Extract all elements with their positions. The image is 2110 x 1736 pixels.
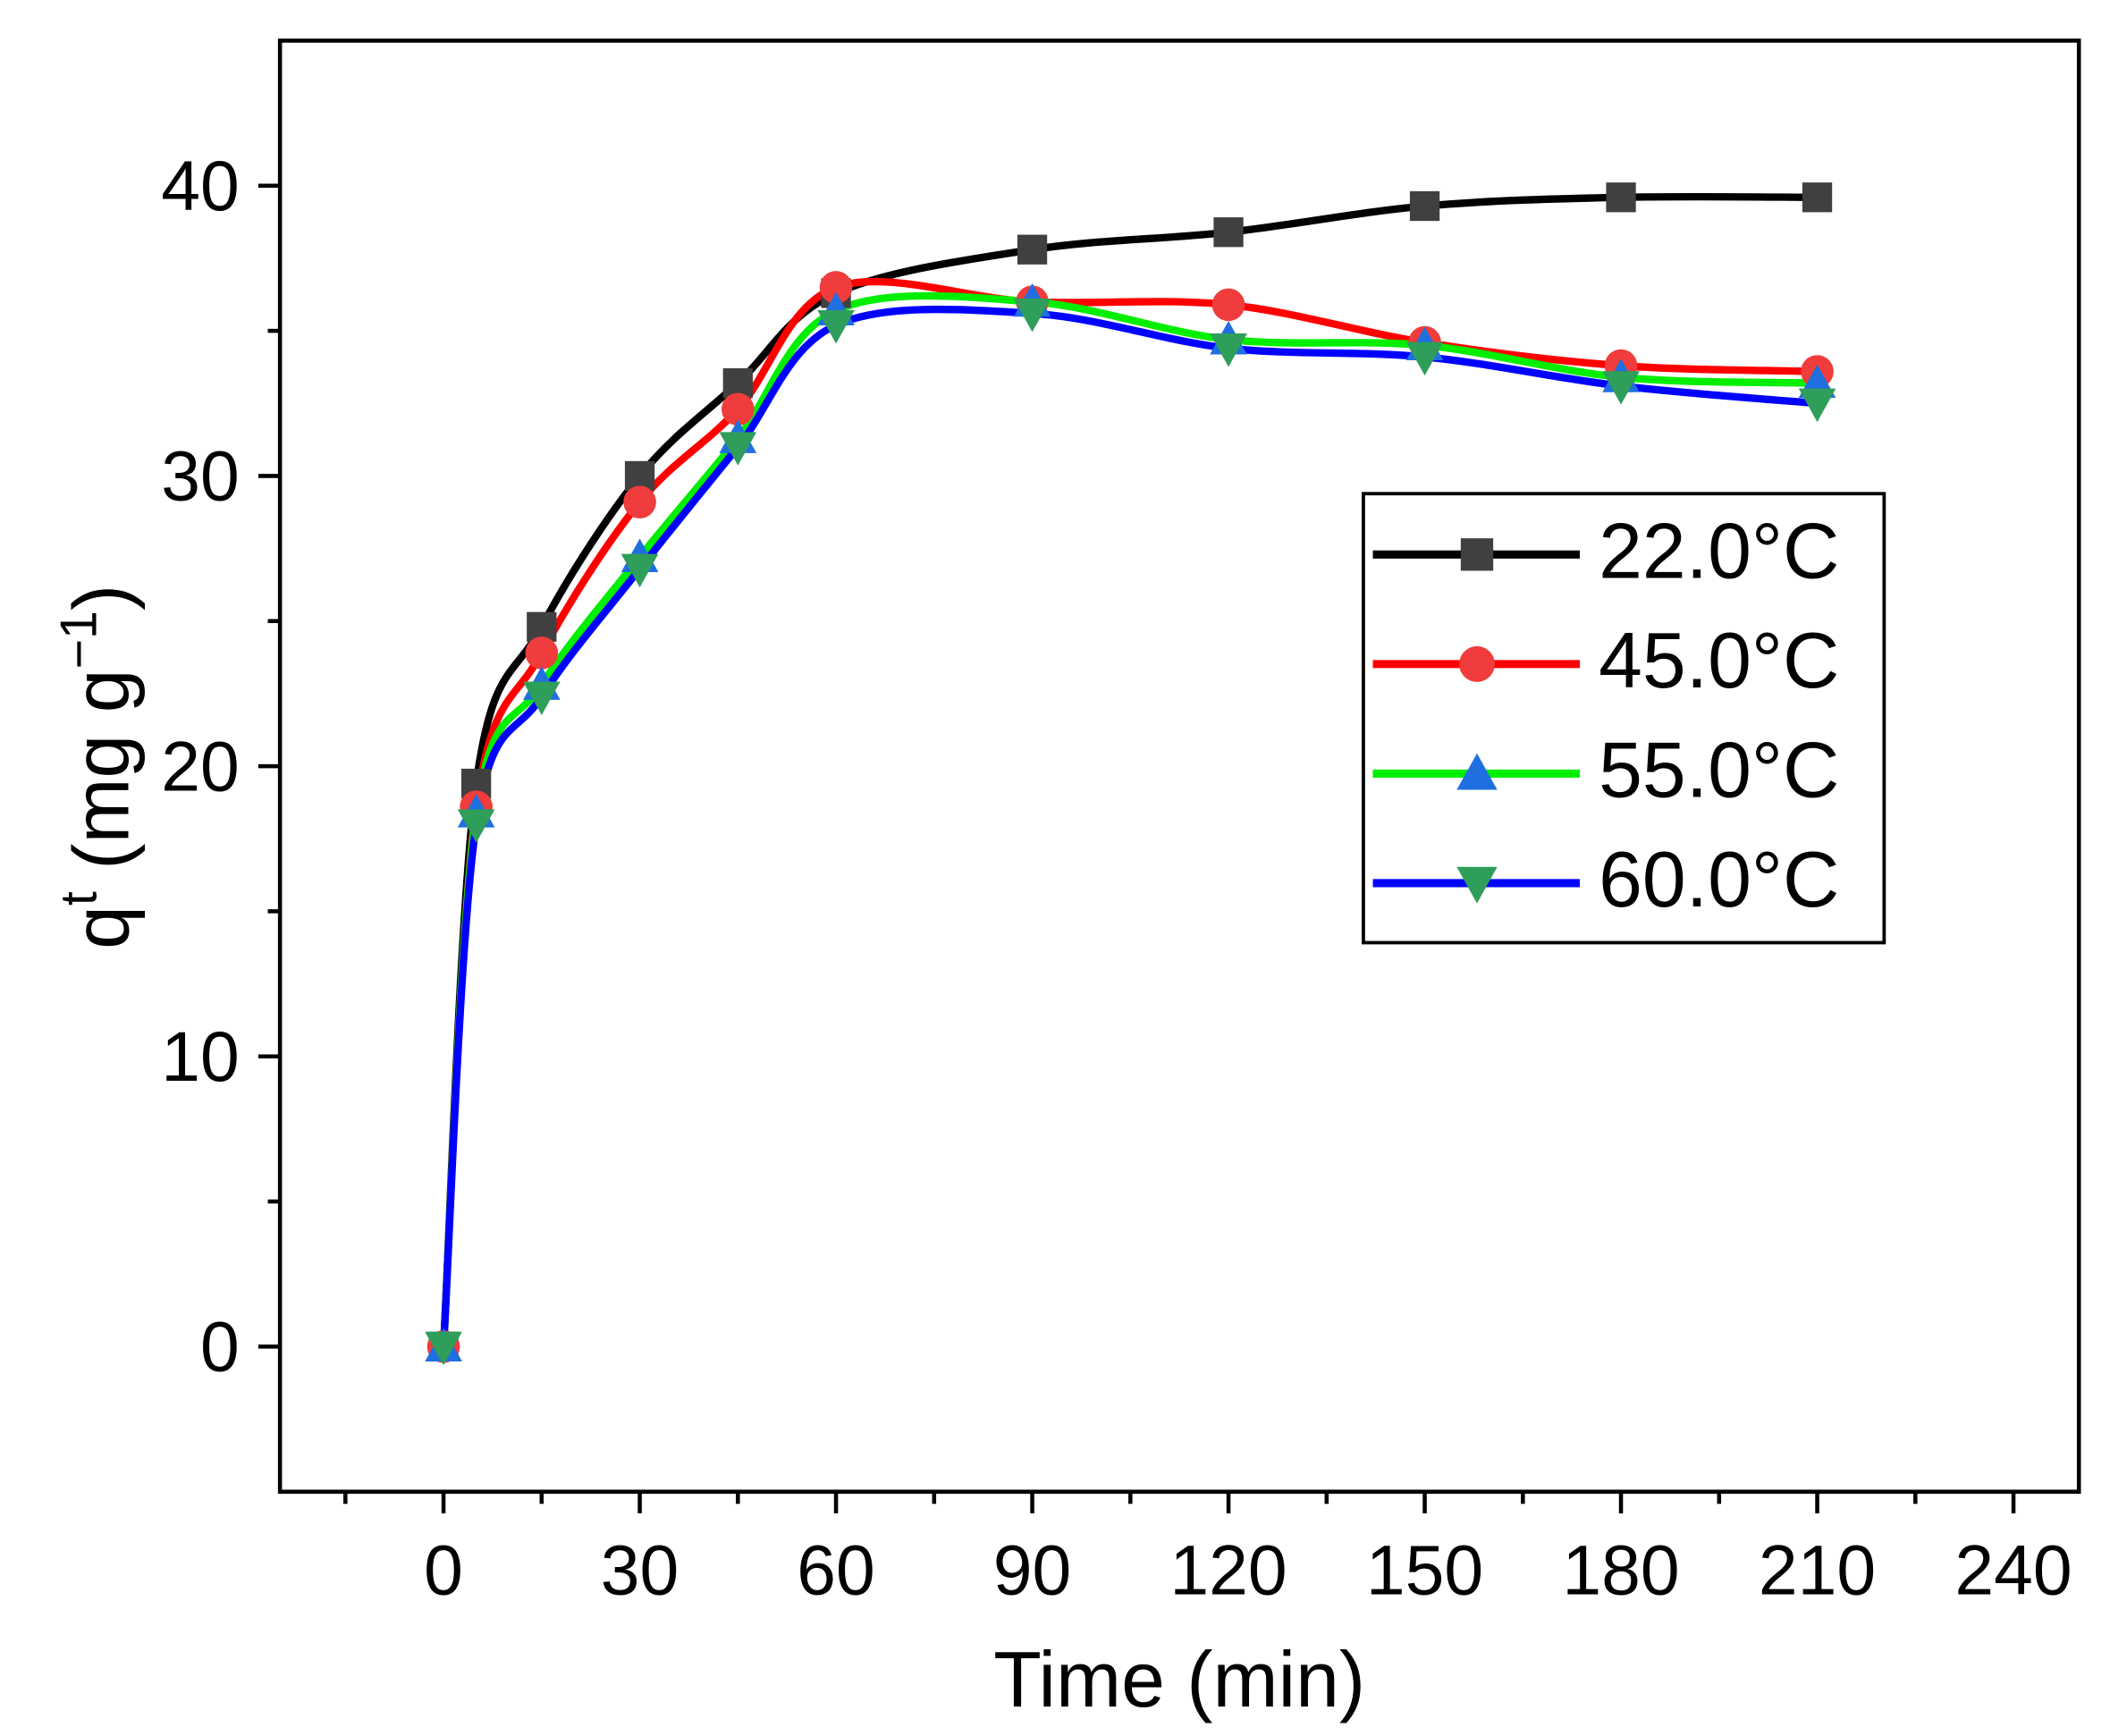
marker	[457, 809, 495, 843]
y-label-unit-sup: −1	[50, 611, 107, 670]
marker	[1456, 866, 1498, 904]
marker	[523, 681, 561, 715]
x-tick-label: 150	[1366, 1531, 1483, 1610]
legend-box	[1362, 492, 1886, 945]
legend-label: 45.0°C	[1599, 617, 1839, 704]
y-label-close: )	[58, 585, 146, 611]
marker	[620, 553, 659, 588]
y-label-sup: t	[50, 891, 107, 906]
legend-label: 60.0°C	[1599, 836, 1839, 923]
x-tick-label: 210	[1759, 1531, 1876, 1610]
y-label-main: q	[58, 906, 146, 949]
marker	[1409, 190, 1440, 222]
marker	[1405, 341, 1444, 376]
marker	[722, 392, 755, 426]
marker	[1213, 217, 1244, 248]
y-tick-label: 0	[200, 1308, 240, 1386]
marker	[525, 636, 559, 670]
x-tick-label: 60	[797, 1531, 875, 1610]
legend-label: 22.0°C	[1599, 508, 1839, 595]
y-label-unit: (mg g	[58, 670, 146, 892]
marker	[623, 485, 656, 518]
legend: 22.0°C 45.0°C 55.0°C 60.0°C	[1362, 492, 1886, 945]
x-axis-label: Time (min)	[993, 1636, 1365, 1723]
marker	[719, 432, 757, 466]
x-tick-label: 120	[1169, 1531, 1287, 1610]
x-tick-label: 90	[993, 1531, 1072, 1610]
plot-frame	[277, 38, 2081, 1494]
marker	[1606, 182, 1636, 213]
marker	[425, 1331, 462, 1366]
marker	[1460, 538, 1494, 571]
marker	[1802, 182, 1833, 213]
x-tick-label: 180	[1562, 1531, 1679, 1610]
marker	[1210, 333, 1247, 367]
marker	[1017, 234, 1048, 265]
marker	[817, 309, 855, 344]
marker	[1459, 645, 1495, 682]
legend-label: 55.0°C	[1599, 727, 1839, 814]
x-tick-label: 0	[424, 1531, 463, 1610]
marker	[1602, 371, 1640, 405]
marker	[1013, 298, 1051, 333]
x-tick-label: 240	[1954, 1531, 2072, 1610]
y-tick-label: 10	[161, 1017, 240, 1096]
marker	[1798, 388, 1836, 423]
marker	[819, 271, 853, 304]
y-tick-label: 20	[161, 727, 240, 805]
y-tick-label: 40	[161, 147, 240, 225]
x-tick-label: 30	[601, 1531, 679, 1610]
y-axis-label: qt (mg g−1)	[50, 585, 145, 949]
marker	[1456, 753, 1498, 790]
y-tick-label: 30	[161, 437, 240, 516]
marker	[1211, 288, 1245, 322]
